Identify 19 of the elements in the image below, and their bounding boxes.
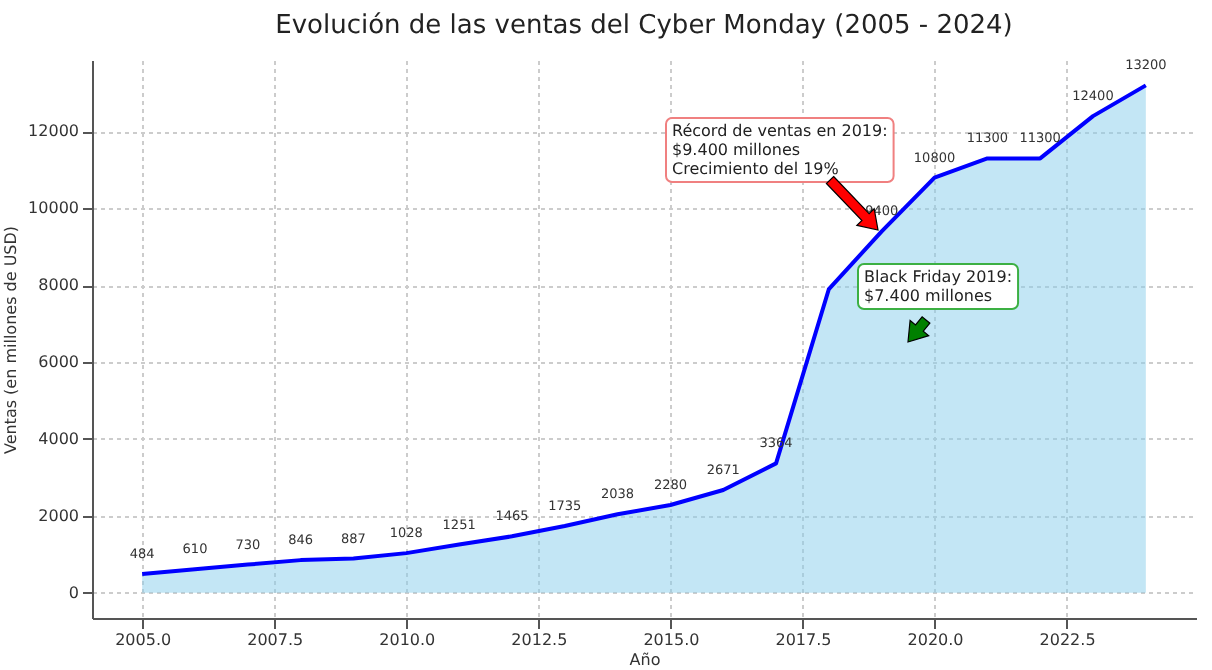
x-tick-label: 2012.5 xyxy=(511,631,568,649)
annotation: Black Friday 2019: $7.400 millones xyxy=(864,268,1013,305)
x-tick-label: 2007.5 xyxy=(247,631,304,649)
y-axis-title: Ventas (en millones de USD) xyxy=(2,225,21,455)
y-tick-label: 0 xyxy=(68,583,79,602)
y-tick-label: 10000 xyxy=(28,199,79,218)
x-tick-label: 2022.5 xyxy=(1039,631,1096,649)
y-tick-label: 2000 xyxy=(38,506,79,525)
y-tick-label: 6000 xyxy=(38,353,79,372)
x-tick-label: 2017.5 xyxy=(775,631,832,649)
chart-title: Evolución de las ventas del Cyber Monday (2005 - 2024) xyxy=(275,11,1013,42)
x-tick-label: 2015.0 xyxy=(643,631,700,649)
x-tick-label: 2010.0 xyxy=(379,631,436,649)
x-axis-title: Año xyxy=(629,651,661,669)
x-tick-label: 2005.0 xyxy=(115,631,172,649)
y-tick-label: 8000 xyxy=(38,276,79,295)
x-tick-label: 2020.0 xyxy=(907,631,964,649)
y-tick-label: 4000 xyxy=(38,429,79,448)
y-tick-label: 12000 xyxy=(28,122,79,141)
